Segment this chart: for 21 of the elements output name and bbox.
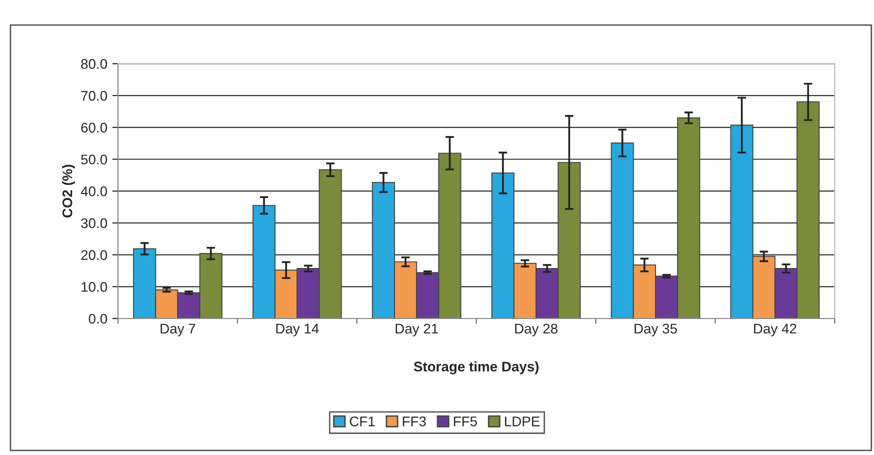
legend-label: FF5 [454, 416, 477, 426]
y-tick-label: 0.0 [88, 314, 108, 324]
legend-label: CF1 [350, 416, 375, 426]
y-tick-label: 30.0 [81, 218, 108, 228]
legend-label: FF3 [402, 416, 426, 426]
x-tick-label: Day 14 [276, 324, 319, 336]
x-tick-label: Day 21 [396, 324, 438, 336]
legend-label: LDPE [505, 416, 540, 426]
y-tick-label: 10.0 [82, 282, 108, 292]
x-axis-title: Storage time Days) [414, 361, 539, 374]
y-tick-label: 40.0 [80, 186, 108, 196]
y-tick-label: 70.0 [81, 90, 108, 101]
y-tick-label: 80.0 [81, 59, 108, 69]
x-tick-label: Day 7 [160, 324, 196, 336]
x-tick-label: Day 28 [515, 324, 558, 336]
y-tick-label: 20.0 [81, 250, 108, 260]
x-tick-label: Day 42 [754, 324, 796, 336]
x-tick-label: Day 35 [634, 324, 677, 336]
y-axis-title: CO2 (%) [62, 164, 75, 218]
y-tick-label: 60.0 [81, 122, 108, 133]
y-tick-label: 50.0 [81, 154, 108, 164]
